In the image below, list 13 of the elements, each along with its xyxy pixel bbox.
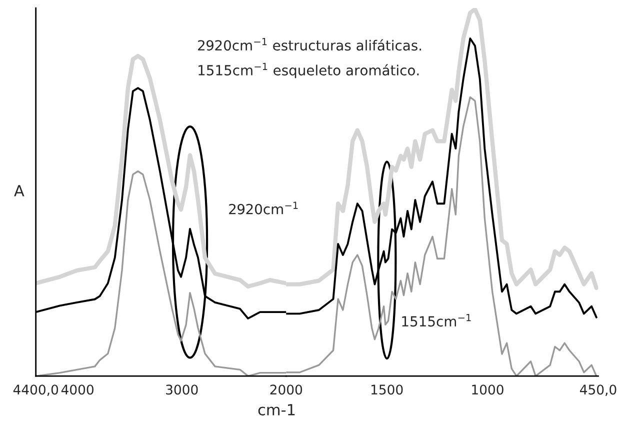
x-tick-label: 450,0	[580, 384, 616, 396]
x-tick-label: 1500	[371, 384, 403, 395]
annotation: 2920cm$^{−1}$ estructuras alifáticas.	[198, 38, 422, 51]
x-tick-label: 4000	[61, 384, 94, 395]
x-tick-label: 4400,0	[13, 384, 58, 396]
y-axis-title: A	[14, 185, 24, 196]
x-tick-label: 3000	[166, 384, 198, 395]
x-axis-title: cm-1	[258, 404, 295, 416]
annotation: 1515cm$^{−1}$ esqueleto aromático.	[198, 62, 419, 78]
annotation: 1515cm$^{−1}$	[402, 314, 471, 327]
x-tick-label: 2000	[270, 384, 302, 395]
x-tick-label: 1000	[472, 384, 504, 395]
annotation: 2920cm$^{−1}$	[229, 202, 298, 214]
